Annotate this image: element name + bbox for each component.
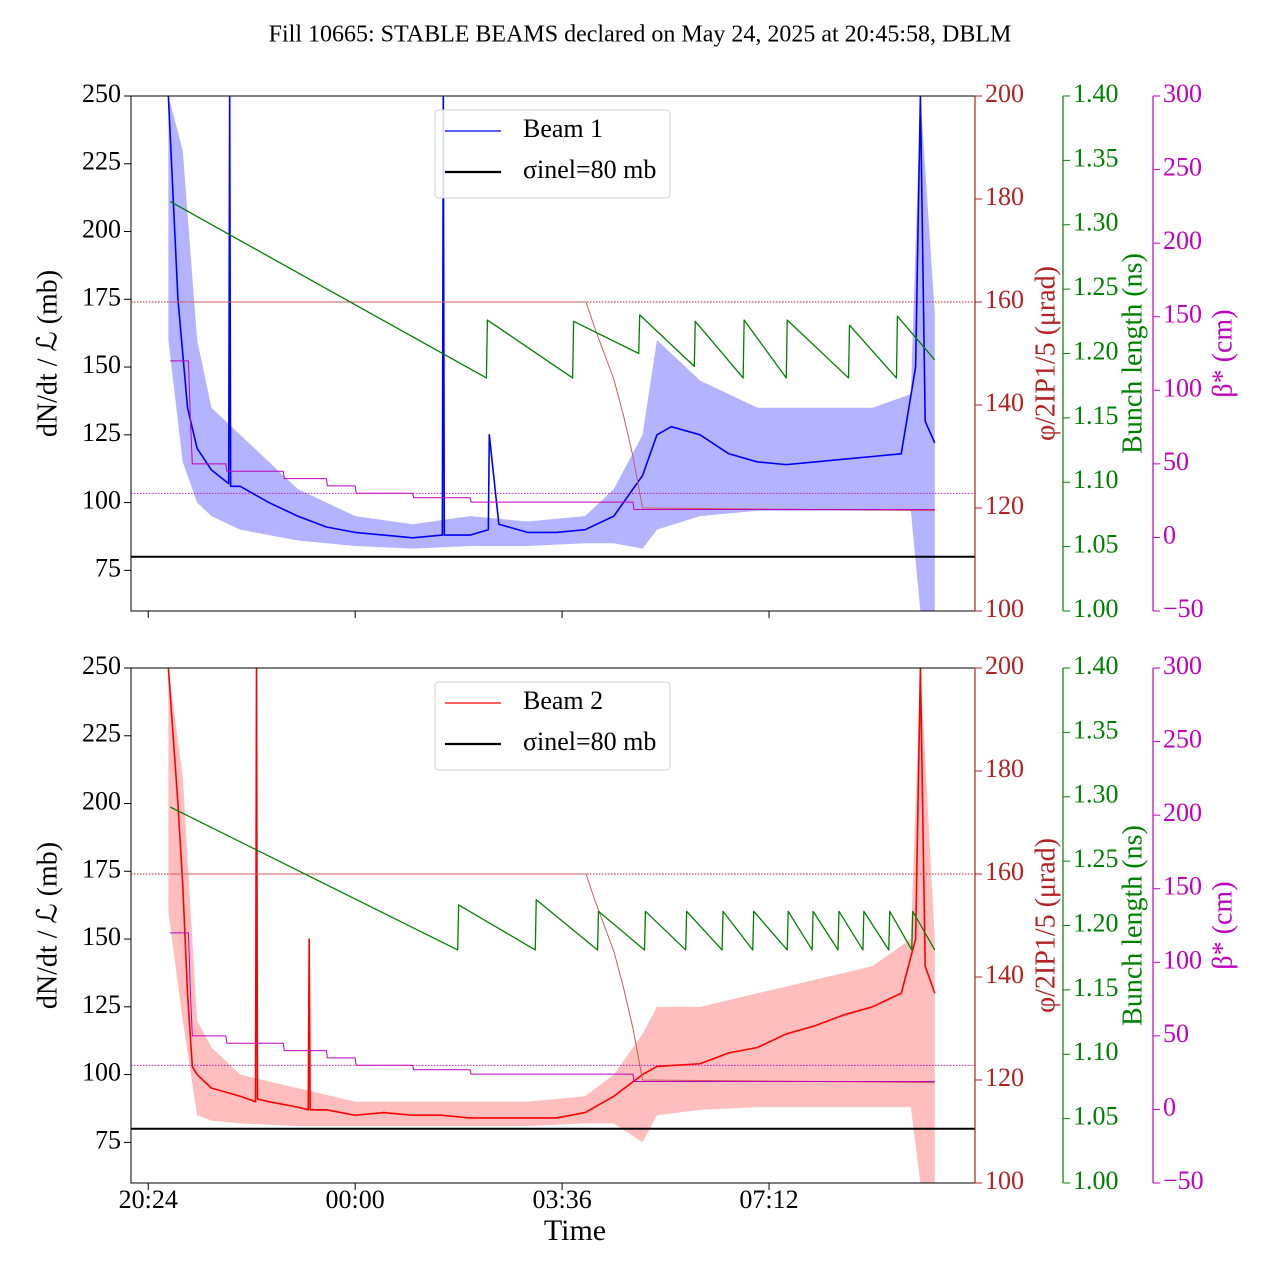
y2-tick-label: 160 — [985, 285, 1024, 314]
y-axis-label: dN/dt / ℒ (mb) — [32, 270, 63, 437]
spread-band — [168, 96, 935, 611]
y-tick-label: 100 — [82, 1058, 121, 1087]
y4-tick-label: 200 — [1163, 226, 1202, 255]
y2-tick-label: 200 — [985, 79, 1024, 108]
y3-tick-label: 1.10 — [1073, 465, 1119, 494]
y3-tick-label: 1.15 — [1073, 973, 1119, 1002]
y3-tick-label: 1.00 — [1073, 594, 1119, 623]
series-line — [170, 873, 935, 1084]
y4-tick-label: 200 — [1163, 798, 1202, 827]
legend-label: σinel=80 mb — [523, 727, 656, 756]
y-tick-label: 175 — [82, 854, 121, 883]
y-tick-label: 250 — [82, 651, 121, 680]
series-line — [169, 201, 936, 379]
series-line — [170, 301, 935, 512]
y-tick-label: 75 — [95, 553, 121, 582]
y2-tick-label: 180 — [985, 182, 1024, 211]
y-axis-label: dN/dt / ℒ (mb) — [32, 842, 63, 1009]
legend-label: σinel=80 mb — [523, 155, 656, 184]
y-tick-label: 225 — [82, 719, 121, 748]
y3-tick-label: 1.25 — [1073, 272, 1119, 301]
series-line — [170, 932, 935, 1082]
y3-tick-label: 1.05 — [1073, 1102, 1119, 1131]
y4-tick-label: 300 — [1163, 79, 1202, 108]
y2-axis-label: φ/2IP1/5 (μrad) — [1030, 838, 1061, 1013]
y2-tick-label: 160 — [985, 857, 1024, 886]
legend-box — [434, 681, 671, 771]
y2-axis-label: φ/2IP1/5 (μrad) — [1030, 266, 1061, 441]
legend-label: Beam 1 — [523, 114, 603, 143]
y4-tick-label: 300 — [1163, 651, 1202, 680]
y-tick-label: 125 — [82, 418, 121, 447]
y3-tick-label: 1.20 — [1073, 908, 1119, 937]
y-tick-label: 200 — [82, 214, 121, 243]
legend-box — [434, 109, 671, 199]
y3-tick-label: 1.35 — [1073, 715, 1119, 744]
spread-band — [168, 668, 935, 1183]
x-tick-label: 07:12 — [739, 1185, 798, 1214]
y-tick-label: 125 — [82, 990, 121, 1019]
y-tick-label: 250 — [82, 79, 121, 108]
y3-tick-label: 1.10 — [1073, 1037, 1119, 1066]
y4-tick-label: 150 — [1163, 300, 1202, 329]
figure-title: Fill 10665: STABLE BEAMS declared on May… — [269, 22, 1012, 48]
y2-tick-label: 180 — [985, 754, 1024, 783]
y-tick-label: 150 — [82, 350, 121, 379]
y2-tick-label: 140 — [985, 960, 1024, 989]
y2-tick-label: 140 — [985, 388, 1024, 417]
y3-tick-label: 1.05 — [1073, 530, 1119, 559]
y4-tick-label: 100 — [1163, 373, 1202, 402]
y3-tick-label: 1.20 — [1073, 336, 1119, 365]
y4-tick-label: 250 — [1163, 725, 1202, 754]
y4-tick-label: 50 — [1163, 1019, 1189, 1048]
series-line — [169, 806, 936, 951]
y3-tick-label: 1.35 — [1073, 143, 1119, 172]
y4-tick-label: −50 — [1163, 594, 1204, 623]
y4-tick-label: 100 — [1163, 945, 1202, 974]
x-tick-label: 00:00 — [326, 1185, 385, 1214]
series-line — [167, 668, 936, 1119]
y4-tick-label: 0 — [1163, 520, 1176, 549]
series-line — [167, 96, 936, 539]
y4-tick-label: 0 — [1163, 1092, 1176, 1121]
y3-axis-label: Bunch length (ns) — [1117, 825, 1148, 1026]
y-tick-label: 200 — [82, 786, 121, 815]
plot-area — [131, 96, 975, 611]
y4-tick-label: 150 — [1163, 872, 1202, 901]
x-tick-label: 20:24 — [119, 1185, 178, 1214]
y4-tick-label: 50 — [1163, 447, 1189, 476]
y3-tick-label: 1.30 — [1073, 780, 1119, 809]
y-tick-label: 225 — [82, 147, 121, 176]
y4-axis-label: β* (cm) — [1207, 881, 1238, 969]
y3-tick-label: 1.40 — [1073, 79, 1119, 108]
y4-axis-label: β* (cm) — [1207, 309, 1238, 397]
y2-tick-label: 200 — [985, 651, 1024, 680]
y-tick-label: 100 — [82, 486, 121, 515]
y2-tick-label: 120 — [985, 491, 1024, 520]
y-tick-label: 175 — [82, 282, 121, 311]
y3-tick-label: 1.40 — [1073, 651, 1119, 680]
y-tick-label: 75 — [95, 1125, 121, 1154]
x-tick-label: 03:36 — [532, 1185, 591, 1214]
y3-tick-label: 1.30 — [1073, 208, 1119, 237]
y-tick-label: 150 — [82, 922, 121, 951]
y3-tick-label: 1.25 — [1073, 844, 1119, 873]
y2-tick-label: 100 — [985, 1166, 1024, 1195]
y4-tick-label: 250 — [1163, 153, 1202, 182]
plot-area — [131, 668, 975, 1183]
x-axis-label: Time — [544, 1214, 606, 1247]
y3-tick-label: 1.00 — [1073, 1166, 1119, 1195]
y3-axis-label: Bunch length (ns) — [1117, 253, 1148, 454]
y2-tick-label: 120 — [985, 1063, 1024, 1092]
legend-label: Beam 2 — [523, 686, 603, 715]
y3-tick-label: 1.15 — [1073, 401, 1119, 430]
y4-tick-label: −50 — [1163, 1166, 1204, 1195]
y2-tick-label: 100 — [985, 594, 1024, 623]
series-line — [170, 360, 935, 510]
